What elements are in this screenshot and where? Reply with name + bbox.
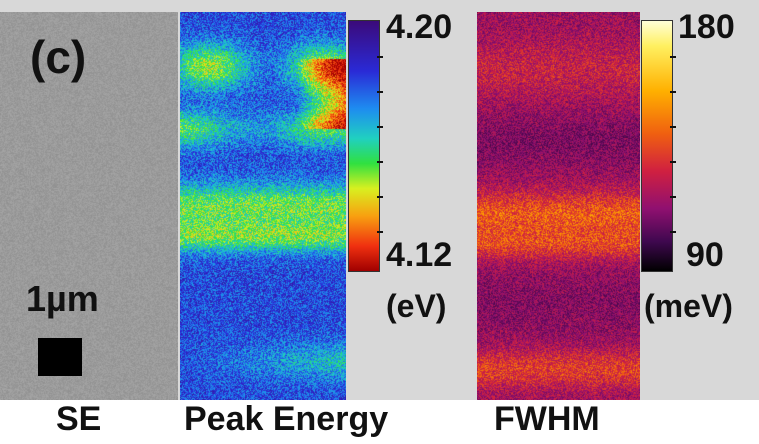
peak-energy-map (180, 12, 346, 400)
scale-bar (38, 338, 82, 376)
peak-energy-colorbar (348, 20, 383, 272)
scale-bar-label: 1µm (26, 278, 99, 319)
peak-energy-caption: Peak Energy (184, 400, 389, 438)
fwhm-unit: (meV) (644, 288, 733, 324)
fwhm-caption: FWHM (494, 400, 600, 438)
se-image (0, 12, 178, 400)
panel-label: (c) (30, 31, 87, 83)
peak-energy-max-label: 4.20 (386, 8, 453, 46)
peak-energy-min-label: 4.12 (386, 236, 453, 274)
se-caption: SE (56, 400, 102, 438)
peak-energy-unit: (eV) (386, 288, 447, 324)
fwhm-colorbar (641, 20, 676, 272)
fwhm-map (477, 12, 640, 400)
fwhm-min-label: 90 (686, 236, 724, 274)
fwhm-max-label: 180 (678, 8, 735, 46)
